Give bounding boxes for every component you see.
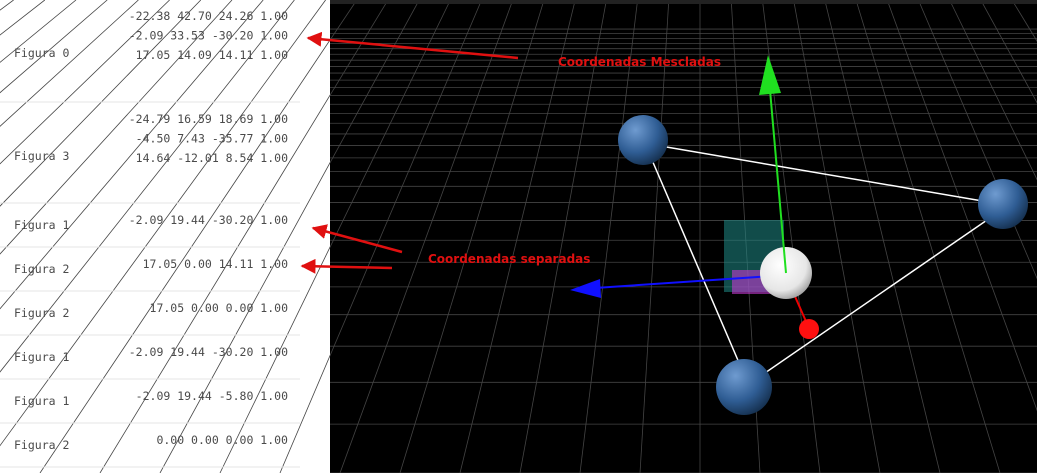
row-label: Figura 1 xyxy=(14,350,69,364)
grid-line xyxy=(855,0,1001,473)
handle xyxy=(799,319,819,339)
grid-line xyxy=(399,0,545,473)
annotation-arrow xyxy=(300,258,393,274)
row-label: Figura 0 xyxy=(14,46,69,60)
grid-line xyxy=(459,0,576,473)
grid-line xyxy=(579,0,638,473)
grid-line xyxy=(219,0,451,473)
scene-objects xyxy=(570,55,1028,415)
coordinates: -2.09 19.44 -30.20 1.00 xyxy=(129,213,288,227)
coordinates: 17.05 0.00 0.00 1.00 xyxy=(150,301,289,315)
grid-line xyxy=(0,0,202,207)
list: Figura 0 -22.38 42.70 24.26 1.00 -2.09 33.… xyxy=(0,9,300,468)
grid-line xyxy=(949,0,1037,181)
y-arrow xyxy=(759,55,781,95)
grid-line xyxy=(99,0,389,473)
grid-line xyxy=(159,0,420,473)
grid-line xyxy=(639,0,670,473)
row-label: Figura 1 xyxy=(14,394,69,408)
coordinates: 14.64 -12.01 8.54 1.00 xyxy=(136,151,288,165)
annotation: Coordenadas separadas xyxy=(428,252,590,266)
grid-line xyxy=(980,0,1037,104)
edge xyxy=(642,142,1001,205)
z-axis xyxy=(594,274,787,289)
row-label: Figura 2 xyxy=(14,262,69,276)
grid-line xyxy=(0,0,264,310)
annotation-arrow xyxy=(311,224,403,254)
edge xyxy=(651,159,741,366)
coordinates: -2.09 33.53 -30.20 1.00 xyxy=(129,29,288,43)
coordinates: -2.09 19.44 -30.20 1.00 xyxy=(129,345,288,359)
row-label: Figura 3 xyxy=(14,149,69,163)
z-arrow xyxy=(570,279,601,298)
sphere xyxy=(716,359,772,415)
row-label: Figura 1 xyxy=(14,218,69,232)
grid-line xyxy=(39,0,358,473)
grid-line xyxy=(279,0,482,473)
toolbar-strip xyxy=(330,0,1037,4)
coordinates: -24.79 16.59 18.69 1.00 xyxy=(129,112,288,126)
grid-line xyxy=(824,0,941,473)
viewport xyxy=(330,0,1037,473)
row-label: Figura 2 xyxy=(14,306,69,320)
grid-line xyxy=(0,0,108,94)
coordinates: -22.38 42.70 24.26 1.00 xyxy=(129,9,288,23)
grid-line xyxy=(0,0,326,447)
grid-line xyxy=(0,0,139,127)
coordinates: -2.09 19.44 -5.80 1.00 xyxy=(136,389,288,403)
coordinates: -4.50 7.43 -35.77 1.00 xyxy=(136,132,288,146)
annotation-arrow xyxy=(306,31,519,60)
annotations: Coordenadas Mescladas Coordenadas separa… xyxy=(300,31,721,274)
edge xyxy=(761,217,991,376)
grid-line xyxy=(0,0,170,165)
grid-line xyxy=(339,0,514,473)
row-label: Figura 2 xyxy=(14,438,69,452)
grid-line xyxy=(793,0,881,473)
grid-line xyxy=(519,0,607,473)
coordinates: 17.05 0.00 14.11 1.00 xyxy=(143,257,288,271)
sphere xyxy=(978,179,1028,229)
annotation: Coordenadas Mescladas xyxy=(558,55,721,69)
grid-line xyxy=(0,0,233,255)
y-axis xyxy=(769,89,787,274)
list-panel xyxy=(0,0,330,473)
grid-line xyxy=(918,0,1037,280)
coordinates: 17.05 14.09 14.11 1.00 xyxy=(136,48,288,62)
sphere xyxy=(618,115,668,165)
coordinates: 0.00 0.00 0.00 1.00 xyxy=(156,433,288,447)
grid-line xyxy=(886,0,1037,412)
grid-line xyxy=(0,0,295,373)
